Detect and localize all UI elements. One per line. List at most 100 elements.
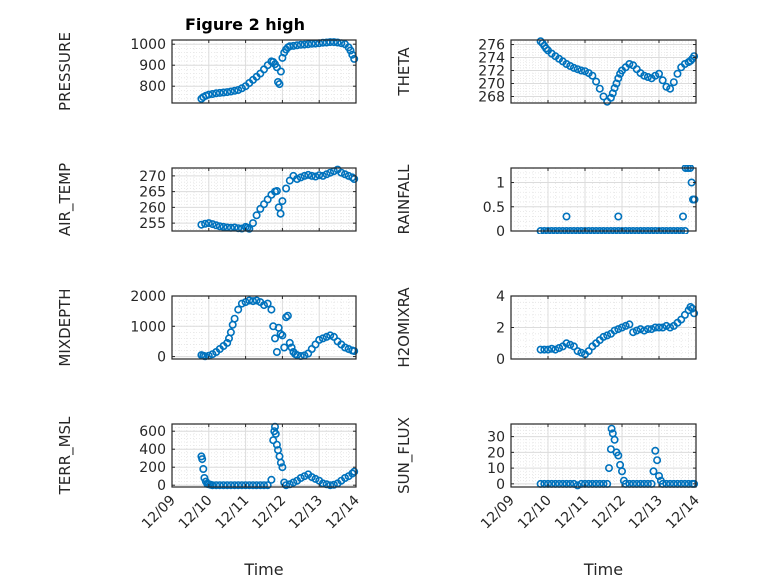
data-point <box>606 93 615 102</box>
figure-title: Figure 2 high <box>185 15 305 34</box>
data-point <box>300 40 309 49</box>
data-points <box>197 165 359 233</box>
y-axis-label: PRESSURE <box>56 32 74 111</box>
data-point <box>219 88 228 97</box>
data-point <box>653 456 662 465</box>
data-point <box>287 343 296 352</box>
data-point <box>282 184 291 193</box>
data-point <box>296 173 305 182</box>
data-point <box>249 219 258 228</box>
data-point <box>212 221 221 230</box>
data-point <box>625 320 634 329</box>
plot-area <box>172 40 356 103</box>
data-point <box>275 80 284 89</box>
data-point <box>536 345 545 354</box>
data-point <box>690 309 699 318</box>
subplot-6: 0 2 4 H2OMIXRA <box>395 287 699 368</box>
data-point <box>267 305 276 314</box>
data-point <box>614 325 623 334</box>
y-tick-label: 600 <box>139 424 166 440</box>
data-point <box>272 347 281 356</box>
y-tick-label: 272 <box>478 64 505 80</box>
data-point <box>569 63 578 72</box>
data-point <box>223 481 232 490</box>
y-tick-label: 0 <box>496 352 505 368</box>
data-point <box>654 471 663 480</box>
data-point <box>300 171 309 180</box>
y-tick-label: 1 <box>496 176 505 192</box>
data-point <box>226 481 235 490</box>
y-tick-label: 10 <box>487 461 505 477</box>
y-tick-label: 20 <box>487 445 505 461</box>
data-point <box>614 74 623 83</box>
x-tick-label: 12/12 <box>589 493 629 533</box>
data-point <box>651 446 660 455</box>
data-point <box>610 435 619 444</box>
y-axis-label: MIXDEPTH <box>56 288 74 366</box>
data-point <box>289 41 298 50</box>
data-point <box>304 170 313 179</box>
data-point <box>573 481 582 490</box>
x-axis-label: Time <box>583 560 623 579</box>
y-tick-label: 200 <box>139 460 166 476</box>
data-point <box>577 66 586 75</box>
data-point <box>678 212 687 221</box>
data-point <box>599 92 608 101</box>
data-point <box>540 345 549 354</box>
y-axis-label: SUN_FLUX <box>395 417 414 494</box>
data-points <box>197 38 359 103</box>
y-tick-label: 1000 <box>130 37 166 53</box>
data-point <box>215 222 224 231</box>
data-point <box>617 467 626 476</box>
y-tick-label: 4 <box>496 289 505 305</box>
data-point <box>604 464 613 473</box>
data-point <box>197 220 206 229</box>
data-point <box>237 299 246 308</box>
subplot-7: 0200400600TERR_MSL12/0912/1012/1112/1212… <box>56 416 363 579</box>
data-point <box>326 168 335 177</box>
data-point <box>263 299 272 308</box>
data-point <box>293 41 302 50</box>
data-point <box>252 481 261 490</box>
data-point <box>199 464 208 473</box>
data-point <box>198 455 207 464</box>
data-point <box>293 175 302 184</box>
data-point <box>276 458 285 467</box>
data-point <box>326 481 335 490</box>
data-point <box>547 344 556 353</box>
data-point <box>241 481 250 490</box>
data-point <box>643 73 652 82</box>
x-tick-label: 12/10 <box>515 493 555 533</box>
y-tick-label: 0 <box>157 478 166 494</box>
data-point <box>654 69 663 78</box>
data-point <box>326 331 335 340</box>
data-point <box>259 481 268 490</box>
data-point <box>566 340 575 349</box>
data-point <box>223 338 232 347</box>
data-point <box>654 323 663 332</box>
y-tick-label: 260 <box>139 200 166 216</box>
y-tick-label: 276 <box>478 38 505 54</box>
y-tick-label: 270 <box>139 169 166 185</box>
data-point <box>212 481 221 490</box>
axes-box <box>171 167 357 232</box>
data-point <box>562 339 571 348</box>
data-point <box>311 172 320 181</box>
plot-area <box>511 168 696 231</box>
x-tick-label: 12/12 <box>249 493 289 533</box>
data-point <box>669 78 678 87</box>
data-point <box>276 67 285 76</box>
data-point <box>350 467 359 476</box>
data-point <box>215 88 224 97</box>
data-point <box>315 171 324 180</box>
data-point <box>276 209 285 218</box>
data-point <box>329 38 338 47</box>
y-tick-label: 400 <box>139 442 166 458</box>
data-point <box>226 328 235 337</box>
data-point <box>249 481 258 490</box>
data-point <box>212 89 221 98</box>
data-point <box>272 440 281 449</box>
subplot-1: 800 900 1000 PRESSURE <box>56 32 359 111</box>
data-point <box>346 46 355 55</box>
